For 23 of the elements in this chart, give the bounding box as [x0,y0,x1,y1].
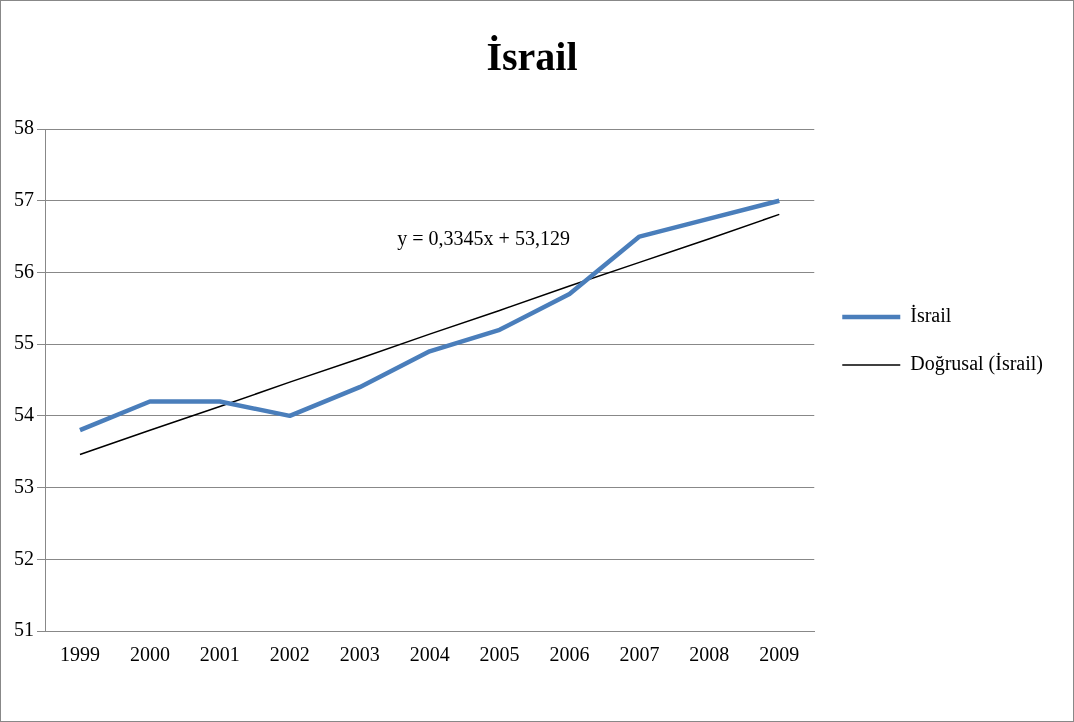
x-tick-label: 2006 [549,643,590,666]
y-tick-label: 54 [14,403,34,426]
x-tick-label: 2000 [129,643,170,666]
x-tick-label: 2007 [619,643,660,666]
y-tick-label: 57 [14,187,34,210]
x-tick-label: 2002 [269,643,310,666]
x-tick-label: 2009 [759,643,800,666]
x-tick-label: 2003 [339,643,380,666]
annotation: y = 0,3345x + 53,129 [397,226,570,250]
y-tick-label: 53 [14,474,34,497]
legend-label: İsrail [910,304,952,327]
x-tick-label: 2008 [689,643,730,666]
y-tick-label: 52 [14,546,34,569]
x-tick-label: 1999 [59,643,100,666]
x-tick-label: 2004 [409,643,450,666]
y-tick-label: 56 [14,259,34,282]
legend-label: Doğrusal (İsrail) [910,352,1043,376]
y-tick-label: 55 [14,331,34,354]
y-tick-label: 58 [14,116,34,139]
y-tick-label: 51 [14,618,34,641]
chart-title: İsrail [486,34,578,80]
x-tick-label: 2001 [199,643,240,666]
x-tick-label: 2005 [479,643,520,666]
